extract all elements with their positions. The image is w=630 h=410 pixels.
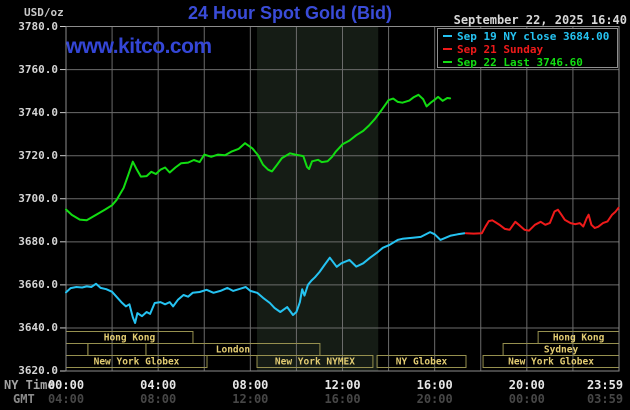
gmt-tick-label: 03:59 (586, 392, 624, 406)
ny-time-tick-label: 04:00 (140, 378, 177, 392)
gmt-tick-label: 08:00 (140, 392, 177, 406)
gmt-row-label: GMT (13, 392, 35, 406)
session-box (376, 355, 467, 368)
session-label: New York NYMEX (275, 357, 355, 368)
gmt-tick-label: 20:00 (416, 392, 453, 406)
datetime-label: September 22, 2025 16:40 (453, 13, 627, 27)
session-box (65, 343, 89, 356)
ny-time-tick-label: 12:00 (324, 378, 361, 392)
legend-item-sep21: Sep 21 Sunday (443, 43, 617, 56)
y-tick-label: 3620.0 (18, 364, 58, 377)
y-tick-label: 3720.0 (18, 148, 58, 162)
legend-label-sep19: Sep 19 NY close 3684.00 (457, 30, 610, 43)
session-box (145, 343, 321, 356)
ny-time-tick-label: 20:00 (508, 378, 545, 392)
ny-time-tick-label: 16:00 (416, 378, 453, 392)
session-label: New York Globex (94, 357, 180, 368)
ny-time-tick-label: 08:00 (232, 378, 269, 392)
session-label: Hong Kong (553, 333, 605, 344)
y-tick-label: 3740.0 (18, 105, 58, 119)
sep21-line-swatch-icon (443, 47, 452, 50)
price-line-sep21 (464, 206, 620, 235)
sep19-line-swatch-icon (443, 34, 452, 37)
session-label: Hong Kong (104, 333, 156, 344)
session-label: Sydney (544, 345, 579, 356)
y-tick-label: 3760.0 (18, 62, 58, 76)
legend: Sep 19 NY close 3684.00 Sep 21 Sunday Se… (437, 28, 618, 69)
gmt-tick-label: 16:00 (324, 392, 361, 406)
gmt-tick-label: 12:00 (232, 392, 269, 406)
legend-item-sep19: Sep 19 NY close 3684.00 (443, 30, 617, 43)
price-line-sep22 (65, 93, 452, 222)
session-box (87, 343, 147, 356)
page-title: 24 Hour Spot Gold (Bid) (188, 3, 392, 23)
y-tick-label: 3660.0 (18, 277, 58, 291)
legend-item-sep22: Sep 22 Last 3746.60 (443, 56, 617, 69)
y-tick-label: 3640.0 (18, 320, 58, 334)
price-line-sep19 (65, 231, 466, 324)
gmt-tick-label: 00:00 (508, 392, 545, 406)
legend-label-sep22: Sep 22 Last 3746.60 (457, 56, 583, 69)
session-box (256, 355, 374, 368)
y-tick-label: 3780.0 (18, 19, 58, 33)
unit-label: USD/oz (24, 6, 64, 19)
sep22-line-swatch-icon (443, 60, 452, 63)
session-label: London (216, 345, 250, 356)
plot-border (65, 26, 620, 372)
y-tick-label: 3700.0 (18, 191, 58, 205)
kitco-watermark: www.kitco.com (66, 35, 212, 58)
session-label: NY Globex (396, 357, 448, 368)
ny-time-row-label: NY Time (4, 378, 55, 392)
legend-label-sep21: Sep 21 Sunday (457, 43, 544, 56)
y-tick-label: 3680.0 (18, 234, 58, 248)
session-label: New York Globex (508, 357, 594, 368)
gmt-tick-label: 04:00 (47, 392, 85, 406)
ny-time-tick-label: 23:59 (586, 378, 624, 392)
ny-time-tick-label: 00:00 (47, 378, 85, 392)
